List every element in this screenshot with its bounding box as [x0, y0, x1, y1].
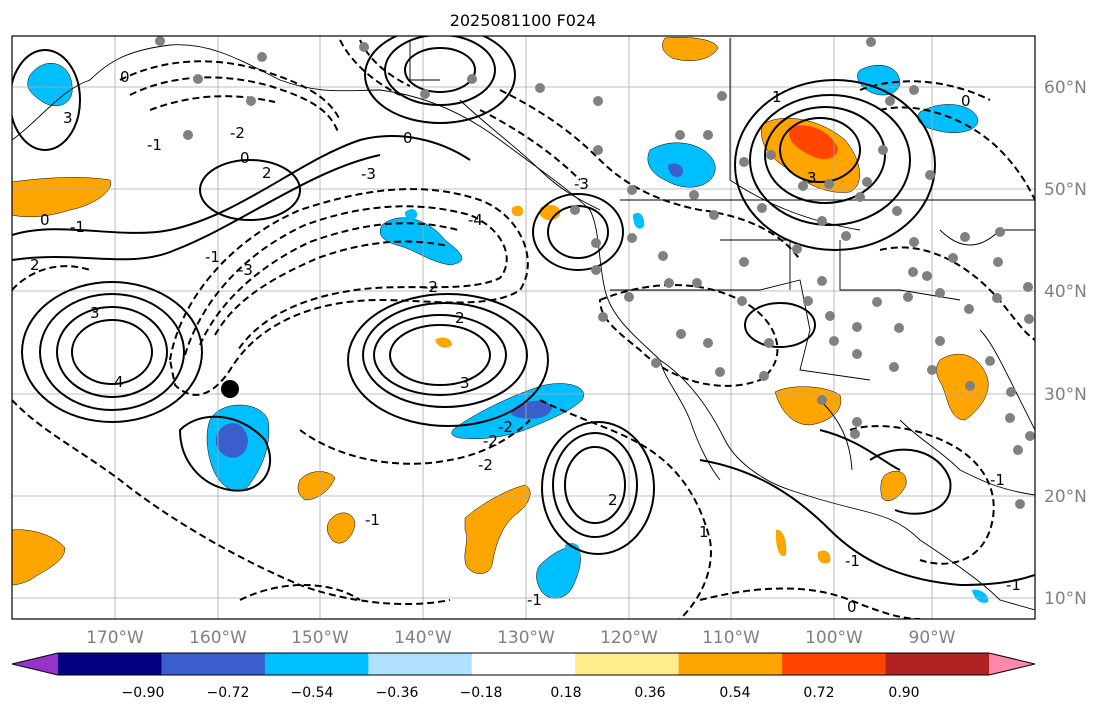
svg-text:3: 3: [460, 374, 470, 392]
lon-label: 130°W: [497, 628, 555, 648]
colorbar-segment: [471, 653, 576, 675]
svg-text:-3: -3: [574, 175, 589, 193]
colorbar-extend-high: [989, 653, 1035, 675]
colorbar-label: −0.36: [376, 685, 419, 701]
dashed-contours: [12, 39, 1035, 619]
colorbar-segment: [678, 653, 783, 675]
svg-text:0: 0: [847, 598, 857, 616]
svg-text:2: 2: [608, 491, 618, 509]
lat-label: 20°N: [1044, 487, 1087, 507]
svg-text:0: 0: [403, 129, 413, 147]
svg-text:-3: -3: [238, 261, 253, 279]
svg-text:-1: -1: [70, 218, 85, 236]
svg-text:3: 3: [63, 109, 73, 127]
svg-text:0: 0: [240, 149, 250, 167]
colorbar-label: 0.54: [719, 685, 750, 701]
svg-text:-4: -4: [468, 211, 483, 229]
map-title: 2025081100 F024: [450, 11, 597, 30]
svg-text:-2: -2: [483, 432, 498, 450]
colorbar-label: −0.18: [460, 685, 503, 701]
lon-label: 110°W: [702, 628, 760, 648]
colorbar-labels: −0.90 −0.72 −0.54 −0.36 −0.18 0.18 0.36 …: [122, 685, 920, 701]
colorbar-segment: [58, 653, 162, 675]
svg-text:0: 0: [40, 211, 50, 229]
lon-label: 140°W: [394, 628, 452, 648]
lat-label: 40°N: [1044, 282, 1087, 302]
colorbar: [11, 652, 1036, 676]
lat-label: 60°N: [1044, 78, 1087, 98]
svg-text:0: 0: [120, 68, 130, 86]
positive-anomaly-shading: [12, 37, 989, 586]
solid-contours: [12, 36, 1035, 587]
lon-label: 120°W: [600, 628, 658, 648]
colorbar-label: 0.72: [803, 685, 834, 701]
lon-label: 150°W: [291, 628, 349, 648]
highlight-marker: [221, 380, 239, 398]
svg-text:2: 2: [30, 256, 40, 274]
lon-label: 160°W: [189, 628, 247, 648]
colorbar-label: −0.72: [207, 685, 250, 701]
svg-text:2: 2: [262, 164, 272, 182]
station-markers: [155, 36, 1035, 509]
svg-text:-1: -1: [147, 136, 162, 154]
colorbar-label: −0.54: [291, 685, 334, 701]
lon-label: 90°W: [909, 628, 956, 648]
svg-text:-3: -3: [361, 165, 376, 183]
svg-text:1: 1: [699, 523, 709, 541]
lat-label: 50°N: [1044, 180, 1087, 200]
svg-text:-1: -1: [205, 248, 220, 266]
svg-text:-1: -1: [365, 511, 380, 529]
colorbar-segment: [575, 653, 680, 675]
graticule: [12, 36, 1035, 619]
colorbar-segment: [782, 653, 887, 675]
colorbar-segment: [885, 653, 990, 675]
map-area: [12, 36, 1035, 619]
lat-label: 30°N: [1044, 385, 1087, 405]
colorbar-outline: [11, 652, 1036, 676]
svg-text:2: 2: [455, 309, 465, 327]
colorbar-segment: [368, 653, 473, 675]
colorbar-segment: [161, 653, 266, 675]
colorbar-label: 0.36: [634, 685, 665, 701]
map-frame: [11, 35, 1036, 620]
svg-text:-2: -2: [423, 278, 438, 296]
contour-labels: 3 0 -1 0 2 -1 -2 3 2 0 -3 -4 -2 0 2 3 4 …: [30, 68, 1021, 616]
lon-label: 100°W: [805, 628, 863, 648]
svg-text:-1: -1: [845, 552, 860, 570]
svg-text:-1: -1: [527, 591, 542, 609]
longitude-labels: 170°W 160°W 150°W 140°W 130°W 120°W 110°…: [86, 628, 956, 648]
svg-text:3: 3: [807, 169, 817, 187]
colorbar-label: 0.18: [550, 685, 581, 701]
svg-text:3: 3: [90, 304, 100, 322]
svg-text:-2: -2: [478, 456, 493, 474]
colorbar-label: 0.90: [888, 685, 919, 701]
svg-text:-1: -1: [990, 471, 1005, 489]
colorbar-label: −0.90: [122, 685, 165, 701]
lat-label: 10°N: [1044, 589, 1087, 609]
svg-text:4: 4: [114, 373, 124, 391]
lon-label: 170°W: [86, 628, 144, 648]
colorbar-extend-low: [12, 653, 58, 675]
colorbar-segment: [264, 653, 369, 675]
svg-text:0: 0: [961, 92, 971, 110]
svg-text:-1: -1: [1006, 576, 1021, 594]
svg-text:1: 1: [772, 88, 782, 106]
svg-text:-2: -2: [230, 124, 245, 142]
svg-text:-2: -2: [498, 418, 513, 436]
latitude-labels: 60°N 50°N 40°N 30°N 20°N 10°N: [1044, 78, 1087, 609]
